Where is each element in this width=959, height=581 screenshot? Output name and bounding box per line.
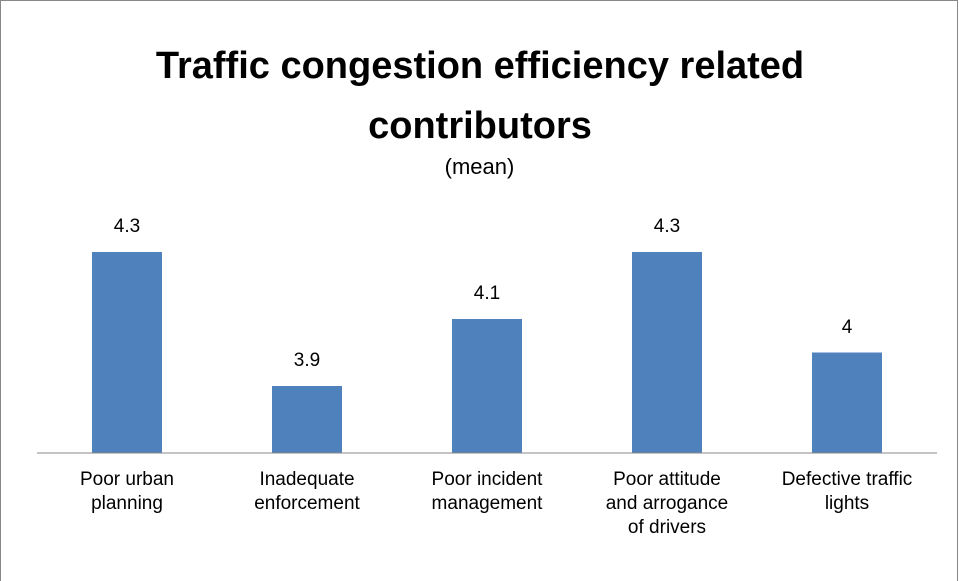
data-label: 4.1 [473, 283, 501, 304]
x-tick-label: Poor incident management [431, 469, 543, 514]
bar [92, 252, 162, 453]
x-tick-label: Poor attitude and arrogance of drivers [605, 469, 729, 538]
x-tick-label: Poor urban planning [79, 469, 174, 514]
bar [632, 252, 702, 453]
bar [812, 352, 882, 453]
chart-title: Traffic congestion efficiency related co… [155, 45, 805, 147]
x-tick-label: Inadequate enforcement [254, 469, 360, 514]
bar [272, 386, 342, 453]
bar [452, 319, 522, 453]
chart-subtitle: (mean) [444, 154, 515, 179]
data-label: 4 [841, 316, 853, 338]
x-tick-label: Defective traffic lights [781, 469, 913, 514]
data-label: 4.3 [113, 216, 141, 237]
data-label: 4.3 [653, 216, 681, 237]
data-label: 3.9 [293, 350, 321, 371]
